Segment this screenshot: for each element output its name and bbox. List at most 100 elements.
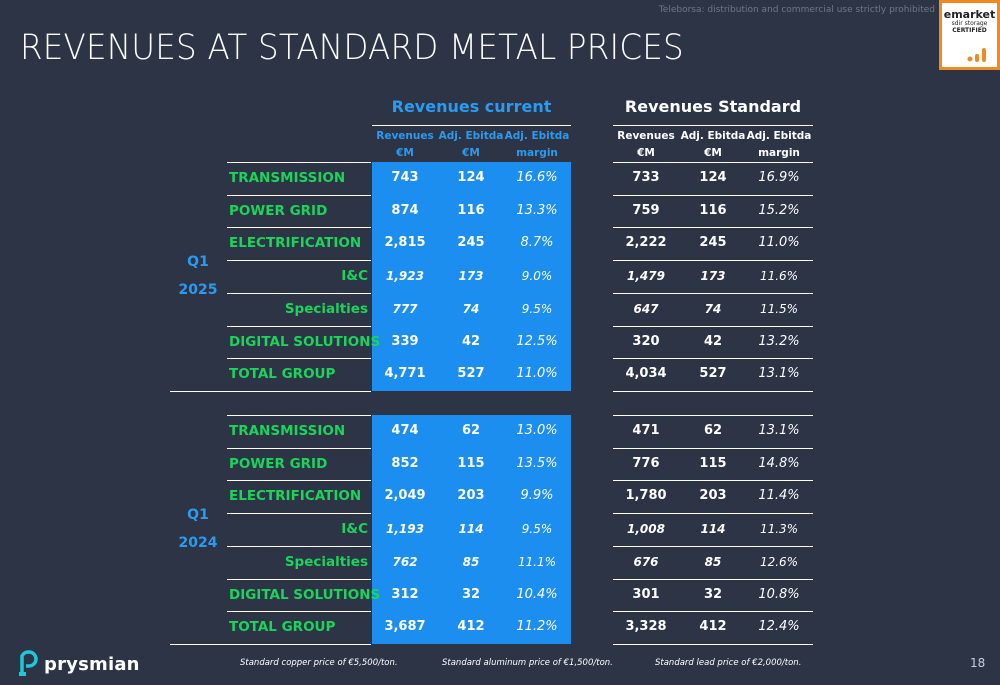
row-divider <box>613 513 813 514</box>
row-label: Specialties <box>284 553 368 570</box>
emarket-brand: emarket <box>943 8 996 21</box>
row-divider <box>227 480 371 481</box>
prysmian-logo: prysmian <box>18 650 140 678</box>
table-cell: 74 <box>462 301 480 316</box>
footnote-aluminum: Standard aluminum price of €1,500/ton. <box>442 658 613 668</box>
table-cell: 42 <box>461 333 481 349</box>
column-header-line: margin <box>758 147 800 159</box>
table-cell: 10.4% <box>516 586 558 602</box>
row-label: ELECTRIFICATION <box>229 235 362 252</box>
row-divider <box>227 579 371 580</box>
footnote-lead: Standard lead price of €2,000/ton. <box>655 658 802 668</box>
row-divider <box>227 611 371 612</box>
table-cell: 12.5% <box>516 333 558 349</box>
disclaimer-text: Teleborsa: distribution and commercial u… <box>658 5 935 15</box>
column-header-standard-1: Adj. Ebitda €M <box>680 128 746 162</box>
period-label: Q1 2025 <box>170 248 226 304</box>
page-title: REVENUES AT STANDARD METAL PRICES <box>20 28 684 68</box>
row-label: I&C <box>341 268 368 285</box>
table-cell: 11.2% <box>516 619 558 635</box>
row-divider <box>613 391 813 392</box>
table-cell: 62 <box>703 423 723 438</box>
table-cell: 32 <box>703 586 723 602</box>
table-cell: 85 <box>704 554 722 569</box>
table-cell: 42 <box>703 333 723 349</box>
emarket-badge: emarket sdir storage CERTIFIED <box>939 0 1000 70</box>
column-header-current-0: Revenues €M <box>372 128 438 162</box>
table-cell: 116 <box>457 202 485 218</box>
emarket-bars-icon <box>967 48 986 62</box>
table-cell: 114 <box>700 522 726 537</box>
row-divider <box>227 415 371 416</box>
table-cell: 245 <box>699 235 727 251</box>
table-cell: 3,328 <box>625 619 667 635</box>
column-header-line: Adj. Ebitda <box>504 130 570 142</box>
block-bottom-divider <box>170 644 371 645</box>
table-cell: 124 <box>457 170 485 185</box>
block-bottom-divider <box>170 391 371 392</box>
page-number: 18 <box>970 656 986 670</box>
table-cell: 114 <box>458 522 484 537</box>
column-header-current-1: Adj. Ebitda €M <box>438 128 504 162</box>
row-divider <box>227 293 371 294</box>
table-cell: 852 <box>391 455 419 471</box>
row-label: TOTAL GROUP <box>229 366 336 383</box>
row-divider <box>613 480 813 481</box>
period-label-line: 2025 <box>178 282 218 299</box>
row-divider <box>613 293 813 294</box>
row-label: ELECTRIFICATION <box>229 488 362 505</box>
table-cell: 74 <box>704 301 722 316</box>
prysmian-logo-text: prysmian <box>44 653 140 675</box>
row-divider <box>613 260 813 261</box>
table-cell: 474 <box>391 423 419 438</box>
column-header-standard-2: Adj. Ebitda margin <box>746 128 812 162</box>
row-label: I&C <box>341 521 368 538</box>
emarket-cert: CERTIFIED <box>952 27 987 34</box>
table-cell: 1,923 <box>386 269 424 284</box>
table-cell: 173 <box>458 269 484 284</box>
row-divider <box>613 448 813 449</box>
table-cell: 874 <box>391 202 419 218</box>
header-revenues-current: Revenues current <box>391 97 552 116</box>
period-label-line: 2024 <box>178 535 218 552</box>
row-divider <box>613 546 813 547</box>
table-cell: 14.8% <box>758 455 800 471</box>
table-cell: 245 <box>457 235 485 251</box>
table-cell: 4,034 <box>625 366 667 382</box>
table-cell: 2,049 <box>384 488 426 504</box>
header-revenues-standard: Revenues Standard <box>624 97 802 116</box>
row-divider <box>613 326 813 327</box>
table-cell: 16.9% <box>758 170 800 185</box>
table-cell: 13.0% <box>516 423 558 438</box>
period-label: Q1 2024 <box>170 501 226 557</box>
column-header-line: €M <box>704 147 722 159</box>
table-cell: 3,687 <box>384 619 426 635</box>
table-cell: 527 <box>457 366 485 382</box>
period-label-line: Q1 <box>187 254 209 271</box>
table-cell: 339 <box>391 333 419 349</box>
table-cell: 527 <box>699 366 727 382</box>
table-cell: 11.0% <box>758 235 800 251</box>
table-cell: 8.7% <box>520 235 554 251</box>
table-cell: 759 <box>632 202 660 218</box>
row-divider <box>227 513 371 514</box>
table-cell: 471 <box>632 423 660 438</box>
table-cell: 11.3% <box>759 522 799 537</box>
row-divider <box>613 195 813 196</box>
table-cell: 15.2% <box>758 202 800 218</box>
row-label: TRANSMISSION <box>229 423 346 439</box>
column-header-line: Adj. Ebitda <box>746 130 812 142</box>
table-cell: 743 <box>391 170 419 185</box>
table-cell: 4,771 <box>384 366 426 382</box>
column-header-current-2: Adj. Ebitda margin <box>504 128 570 162</box>
table-cell: 115 <box>699 455 727 471</box>
row-divider <box>613 227 813 228</box>
current-column-highlight-2024 <box>372 415 571 644</box>
table-cell: 9.5% <box>521 522 553 537</box>
current-column-highlight-2025 <box>372 162 571 391</box>
column-header-line: Adj. Ebitda <box>438 130 504 142</box>
row-label: Specialties <box>284 300 368 317</box>
footnote-copper: Standard copper price of €5,500/ton. <box>240 658 398 668</box>
table-cell: 9.5% <box>521 301 553 316</box>
row-divider <box>227 162 371 163</box>
